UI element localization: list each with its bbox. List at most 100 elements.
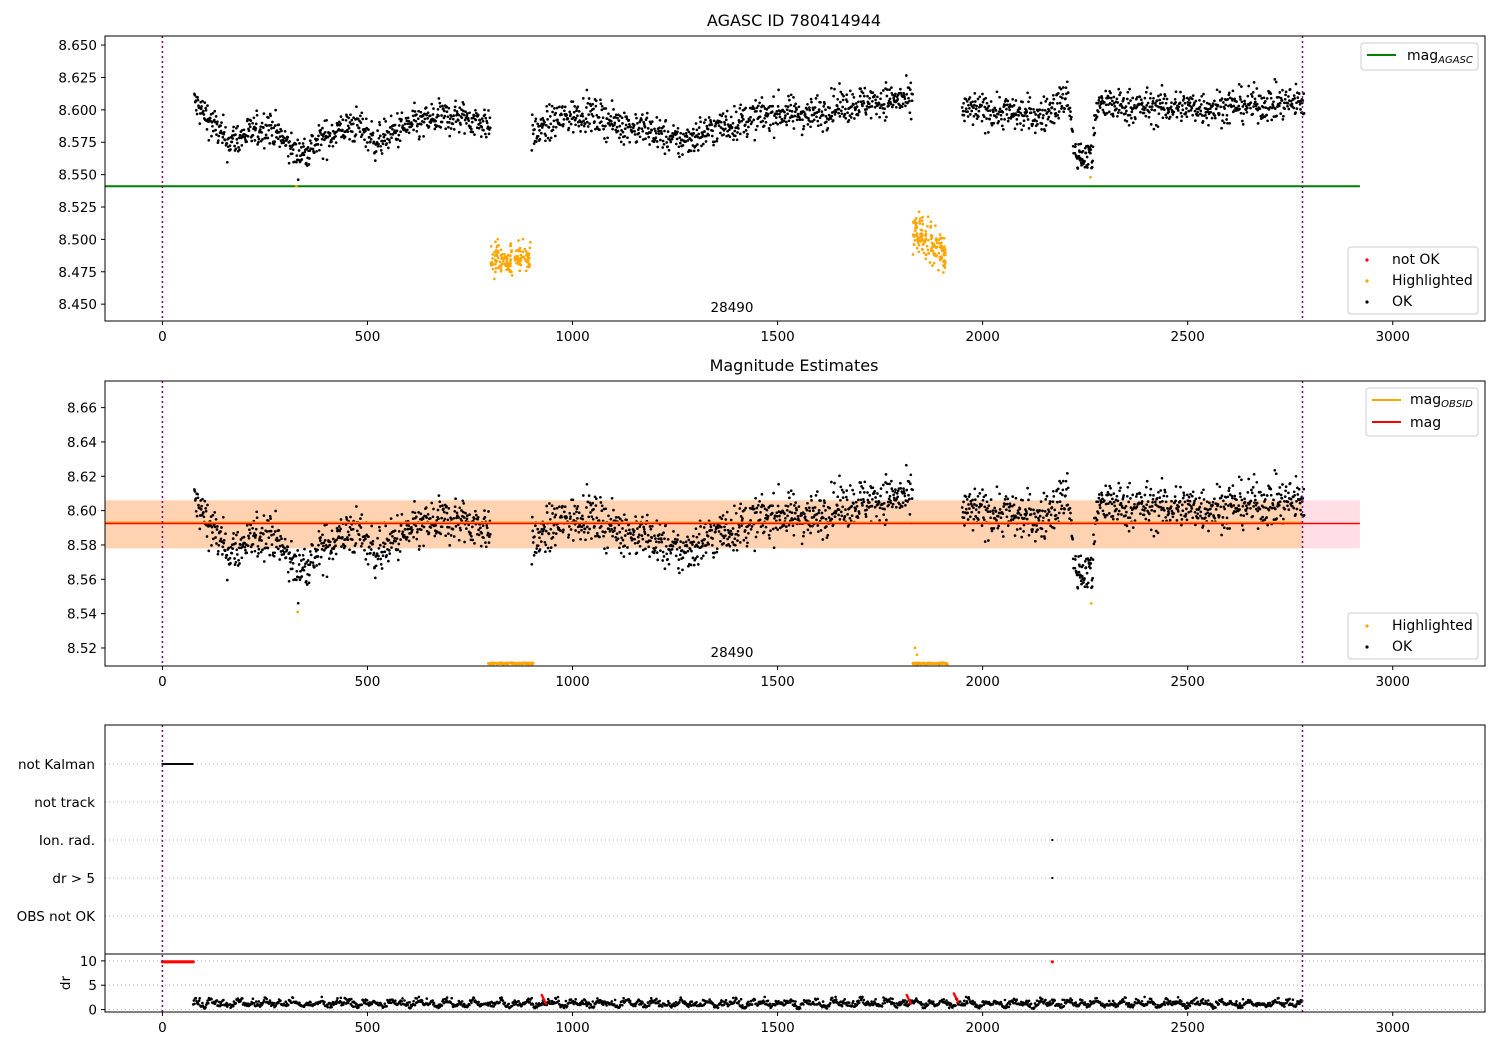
ok-point bbox=[1294, 82, 1298, 86]
ok-point bbox=[581, 112, 584, 116]
ok-point bbox=[1183, 500, 1187, 504]
ok-point bbox=[236, 124, 240, 128]
ok-point bbox=[1173, 495, 1177, 498]
ok-point bbox=[870, 105, 874, 108]
ok-point bbox=[1043, 109, 1047, 112]
ok-point bbox=[1097, 493, 1101, 496]
ok-point bbox=[535, 547, 539, 550]
ok-point bbox=[243, 136, 247, 139]
highlighted-point bbox=[920, 237, 924, 241]
ok-point bbox=[777, 482, 780, 486]
ok-point bbox=[974, 107, 978, 111]
ok-point bbox=[821, 516, 825, 520]
ok-point bbox=[1283, 495, 1287, 498]
ok-point bbox=[1022, 124, 1025, 127]
ok-point bbox=[829, 117, 833, 120]
ok-point bbox=[1220, 494, 1224, 498]
ok-point bbox=[725, 510, 729, 514]
ok-point bbox=[709, 525, 713, 529]
ok-point bbox=[692, 149, 696, 153]
ok-point bbox=[1277, 104, 1281, 108]
ok-point bbox=[794, 501, 798, 504]
ok-point bbox=[1033, 131, 1037, 135]
ok-point bbox=[733, 504, 736, 508]
ok-point bbox=[360, 542, 364, 545]
ok-point bbox=[297, 158, 300, 162]
ok-point bbox=[1108, 101, 1112, 105]
ok-point bbox=[807, 506, 811, 510]
ok-point bbox=[534, 117, 538, 121]
ok-point bbox=[841, 496, 845, 499]
ok-point bbox=[459, 123, 462, 126]
ok-point bbox=[1077, 143, 1080, 146]
ok-point bbox=[812, 118, 816, 122]
highlighted-point bbox=[504, 264, 508, 268]
ok-point bbox=[805, 508, 809, 512]
ok-point bbox=[890, 487, 894, 490]
ok-point bbox=[981, 498, 985, 502]
ok-point bbox=[257, 552, 260, 555]
ok-point bbox=[1032, 107, 1035, 111]
ok-point bbox=[770, 511, 774, 515]
ok-point bbox=[541, 116, 545, 120]
ok-point bbox=[1027, 127, 1031, 130]
ok-point bbox=[262, 112, 266, 115]
ok-point bbox=[426, 513, 430, 516]
ok-point bbox=[622, 555, 626, 558]
ok-point bbox=[719, 532, 723, 536]
ok-point bbox=[884, 473, 888, 476]
ok-point bbox=[560, 113, 563, 117]
ok-point bbox=[699, 120, 702, 124]
ok-point bbox=[320, 542, 323, 545]
ok-point bbox=[989, 516, 992, 520]
ok-point bbox=[1264, 106, 1268, 110]
ok-point bbox=[308, 573, 311, 577]
ok-point bbox=[557, 526, 561, 530]
ok-point bbox=[866, 498, 870, 502]
ok-point bbox=[819, 529, 823, 532]
ok-point bbox=[311, 543, 314, 547]
ok-point bbox=[1050, 106, 1054, 109]
ok-point bbox=[696, 563, 700, 566]
ok-point bbox=[1057, 511, 1061, 515]
ok-point bbox=[1035, 524, 1038, 527]
ok-point bbox=[262, 126, 265, 129]
highlighted-point bbox=[517, 239, 520, 242]
ok-point bbox=[259, 550, 263, 554]
highlighted-point bbox=[939, 257, 943, 261]
ok-point bbox=[1038, 509, 1042, 512]
highlighted-point bbox=[940, 241, 943, 245]
ok-point bbox=[728, 544, 732, 548]
ok-point bbox=[822, 499, 826, 502]
ok-point bbox=[1104, 103, 1108, 107]
ok-point bbox=[839, 90, 843, 94]
ok-point bbox=[565, 516, 568, 519]
ok-point bbox=[677, 567, 680, 570]
ok-point bbox=[707, 542, 711, 546]
ok-point bbox=[1249, 499, 1253, 503]
ok-point bbox=[1022, 523, 1026, 527]
ok-point bbox=[902, 489, 906, 493]
ok-point bbox=[416, 122, 420, 126]
ok-point bbox=[360, 111, 364, 115]
ok-point bbox=[763, 116, 766, 120]
ok-point bbox=[196, 98, 200, 102]
highlighted-point bbox=[934, 224, 937, 228]
ok-point bbox=[1216, 503, 1220, 506]
ok-point bbox=[236, 564, 240, 567]
ok-point bbox=[245, 524, 249, 527]
ok-point bbox=[864, 515, 868, 518]
ok-point bbox=[200, 504, 203, 508]
ok-point bbox=[301, 553, 305, 557]
ok-point bbox=[406, 527, 410, 531]
ok-point bbox=[824, 114, 828, 118]
ok-point bbox=[579, 130, 582, 133]
ok-point bbox=[908, 482, 912, 486]
ok-point bbox=[1144, 506, 1147, 510]
ok-point bbox=[1286, 101, 1290, 105]
ok-point bbox=[359, 517, 362, 520]
ok-point bbox=[398, 139, 402, 143]
ok-point bbox=[410, 528, 414, 532]
ok-point bbox=[598, 128, 601, 132]
ok-point bbox=[1245, 106, 1249, 110]
